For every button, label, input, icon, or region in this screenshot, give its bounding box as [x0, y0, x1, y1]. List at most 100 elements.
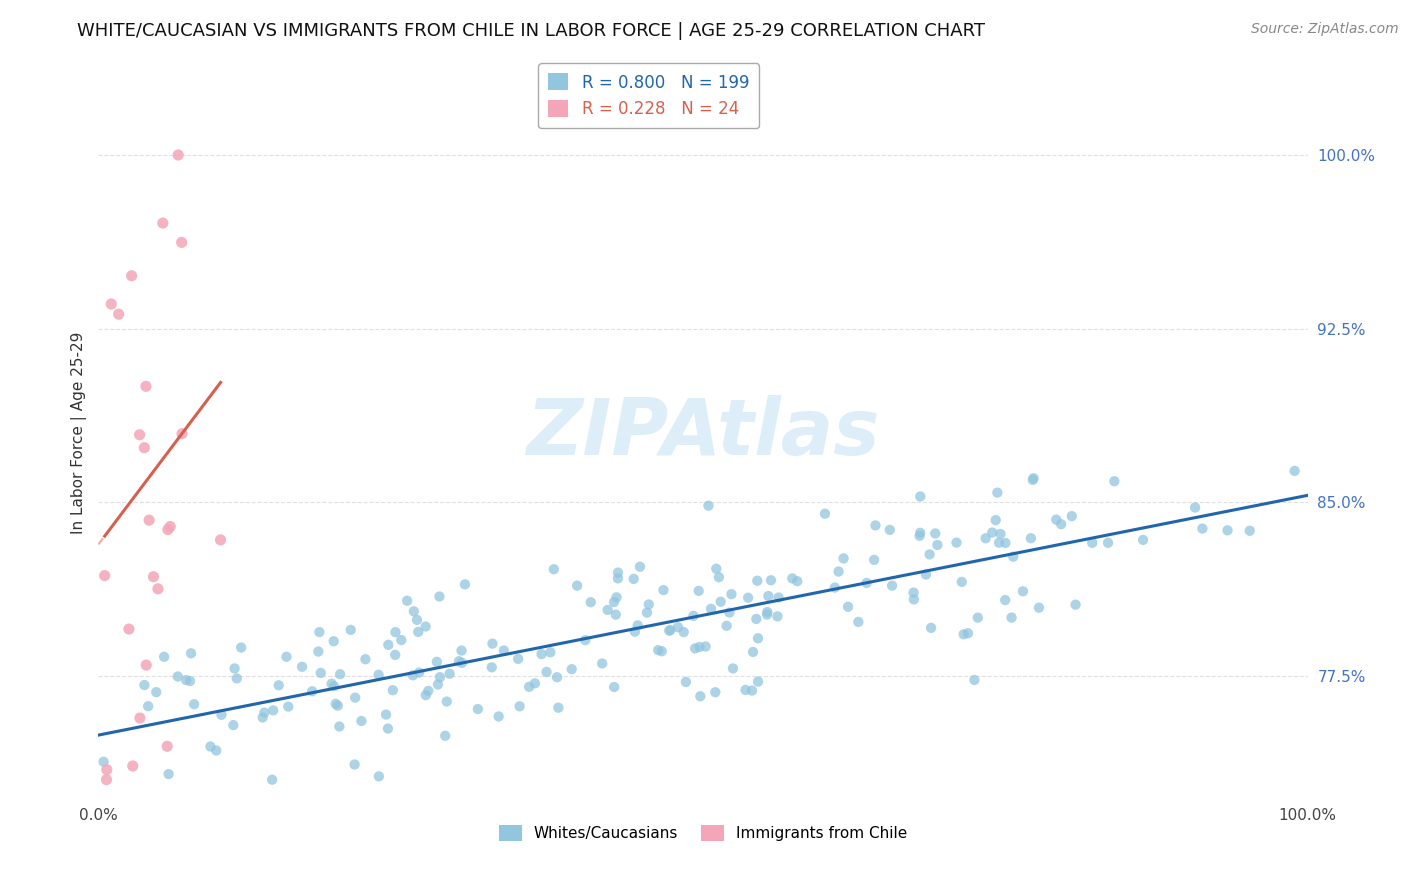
Point: [100, 297, 122, 311]
Point: [451, 656, 474, 670]
Point: [343, 757, 366, 772]
Point: [209, 707, 232, 722]
Point: [945, 535, 967, 549]
Point: [121, 268, 143, 283]
Point: [704, 562, 727, 576]
Point: [418, 684, 440, 698]
Point: [96, 772, 118, 787]
Point: [855, 575, 877, 590]
Point: [756, 607, 779, 622]
Point: [974, 531, 997, 545]
Point: [963, 673, 986, 687]
Point: [846, 615, 869, 629]
Point: [1216, 524, 1239, 538]
Point: [908, 525, 931, 540]
Point: [509, 699, 531, 714]
Point: [915, 567, 938, 582]
Point: [396, 593, 419, 607]
Point: [920, 621, 942, 635]
Point: [322, 634, 344, 648]
Point: [603, 595, 626, 609]
Point: [627, 618, 650, 632]
Point: [467, 702, 489, 716]
Point: [439, 666, 461, 681]
Point: [93, 755, 115, 769]
Point: [402, 604, 425, 618]
Point: [768, 591, 790, 605]
Point: [339, 623, 361, 637]
Text: Source: ZipAtlas.com: Source: ZipAtlas.com: [1251, 22, 1399, 37]
Legend: Whites/Caucasians, Immigrants from Chile: Whites/Caucasians, Immigrants from Chile: [492, 819, 914, 847]
Point: [1060, 509, 1083, 524]
Point: [301, 684, 323, 698]
Point: [121, 759, 143, 773]
Point: [481, 660, 503, 674]
Point: [262, 703, 284, 717]
Point: [579, 595, 602, 609]
Point: [918, 548, 941, 562]
Point: [1022, 473, 1045, 487]
Point: [689, 690, 711, 704]
Point: [96, 763, 118, 777]
Point: [231, 640, 253, 655]
Point: [908, 529, 931, 543]
Point: [157, 767, 180, 781]
Point: [166, 669, 188, 683]
Point: [436, 694, 458, 708]
Point: [986, 485, 1008, 500]
Point: [134, 441, 156, 455]
Point: [308, 625, 330, 640]
Point: [718, 606, 741, 620]
Point: [745, 612, 768, 626]
Point: [697, 499, 720, 513]
Point: [328, 719, 350, 733]
Point: [546, 670, 568, 684]
Point: [135, 379, 157, 393]
Point: [375, 707, 398, 722]
Point: [309, 665, 332, 680]
Point: [389, 633, 412, 648]
Point: [426, 677, 449, 691]
Point: [170, 426, 193, 441]
Point: [209, 533, 232, 547]
Point: [1045, 513, 1067, 527]
Point: [276, 649, 298, 664]
Point: [1022, 471, 1045, 485]
Point: [647, 643, 669, 657]
Point: [538, 645, 561, 659]
Point: [128, 427, 150, 442]
Point: [156, 523, 179, 537]
Point: [200, 739, 222, 754]
Point: [179, 674, 201, 689]
Point: [354, 652, 377, 666]
Point: [737, 591, 759, 605]
Point: [720, 587, 742, 601]
Point: [747, 574, 769, 588]
Point: [865, 518, 887, 533]
Point: [742, 645, 765, 659]
Point: [344, 690, 367, 705]
Point: [381, 683, 404, 698]
Point: [530, 647, 553, 661]
Point: [1132, 533, 1154, 547]
Point: [547, 700, 569, 714]
Point: [267, 678, 290, 692]
Point: [488, 709, 510, 723]
Point: [135, 658, 157, 673]
Point: [402, 668, 425, 682]
Point: [225, 672, 247, 686]
Text: WHITE/CAUCASIAN VS IMMIGRANTS FROM CHILE IN LABOR FORCE | AGE 25-29 CORRELATION : WHITE/CAUCASIAN VS IMMIGRANTS FROM CHILE…: [77, 22, 986, 40]
Point: [950, 574, 973, 589]
Point: [903, 585, 925, 599]
Point: [142, 570, 165, 584]
Point: [747, 674, 769, 689]
Point: [134, 678, 156, 692]
Point: [152, 216, 174, 230]
Point: [329, 667, 352, 681]
Point: [607, 571, 630, 585]
Point: [695, 640, 717, 654]
Point: [377, 722, 399, 736]
Point: [1002, 549, 1025, 564]
Point: [415, 688, 437, 702]
Point: [277, 699, 299, 714]
